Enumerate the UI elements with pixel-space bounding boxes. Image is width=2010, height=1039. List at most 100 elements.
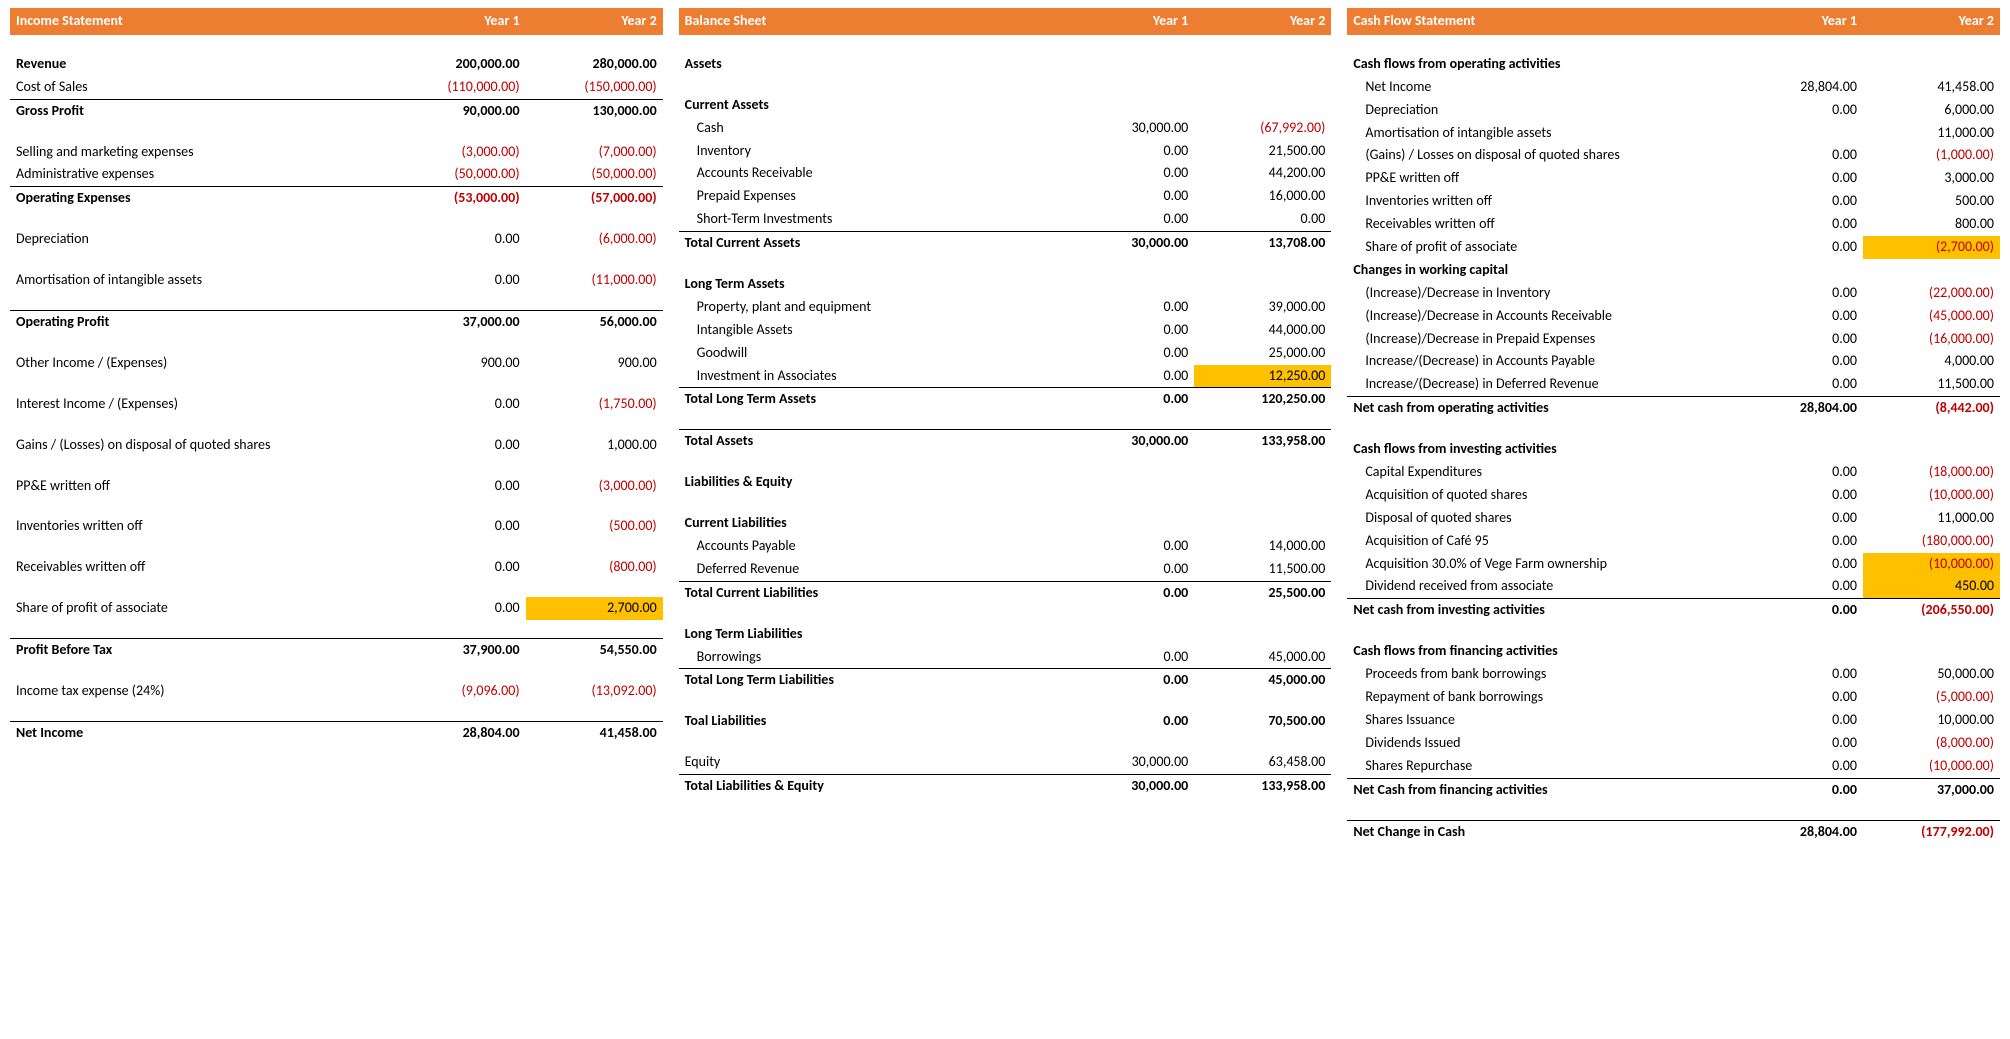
income-row: Receivables written off0.00(800.00) bbox=[10, 556, 663, 579]
balance-row bbox=[679, 35, 1332, 53]
cashflow-year2-value: 11,500.00 bbox=[1863, 373, 2000, 396]
cashflow-year1-value: 28,804.00 bbox=[1726, 820, 1863, 843]
cashflow-label: Changes in working capital bbox=[1347, 259, 1726, 282]
cashflow-year1-value: 0.00 bbox=[1726, 484, 1863, 507]
cashflow-year2-value: (8,442.00) bbox=[1863, 397, 2000, 420]
balance-year2-value: 133,958.00 bbox=[1194, 430, 1331, 453]
cashflow-title: Cash Flow Statement bbox=[1347, 8, 1726, 35]
cashflow-year1-value bbox=[1726, 259, 1863, 282]
income-label: Interest Income / (Expenses) bbox=[10, 393, 389, 416]
income-label: Selling and marketing expenses bbox=[10, 141, 389, 164]
income-row: PP&E written off0.00(3,000.00) bbox=[10, 475, 663, 498]
cashflow-label: Depreciation bbox=[1347, 99, 1726, 122]
income-row bbox=[10, 662, 663, 680]
balance-row: Accounts Payable0.0014,000.00 bbox=[679, 535, 1332, 558]
cashflow-year1-value: 0.00 bbox=[1726, 507, 1863, 530]
balance-label: Inventory bbox=[679, 140, 1058, 163]
cashflow-year2-value: (10,000.00) bbox=[1863, 755, 2000, 778]
balance-row bbox=[679, 453, 1332, 471]
income-label: Other Income / (Expenses) bbox=[10, 352, 389, 375]
income-row: Other Income / (Expenses)900.00900.00 bbox=[10, 352, 663, 375]
balance-label: Current Assets bbox=[679, 94, 1058, 117]
balance-year1-value: 30,000.00 bbox=[1057, 430, 1194, 453]
cashflow-year2-value: (10,000.00) bbox=[1863, 484, 2000, 507]
cashflow-row bbox=[1347, 802, 2000, 821]
cashflow-year2-value: (10,000.00) bbox=[1863, 553, 2000, 576]
income-year1: Year 1 bbox=[389, 8, 526, 35]
cashflow-row: Disposal of quoted shares0.0011,000.00 bbox=[1347, 507, 2000, 530]
balance-row: Investment in Associates0.0012,250.00 bbox=[679, 365, 1332, 388]
balance-label: Goodwill bbox=[679, 342, 1058, 365]
cashflow-row: (Increase)/Decrease in Prepaid Expenses0… bbox=[1347, 328, 2000, 351]
cashflow-row: Cash flows from operating activities bbox=[1347, 53, 2000, 76]
income-row: Cost of Sales(110,000.00)(150,000.00) bbox=[10, 76, 663, 99]
balance-year2-value: 0.00 bbox=[1194, 208, 1331, 231]
income-row: Depreciation0.00(6,000.00) bbox=[10, 228, 663, 251]
cashflow-year1-value bbox=[1726, 53, 1863, 76]
income-row bbox=[10, 538, 663, 556]
income-year2-value: 280,000.00 bbox=[526, 53, 663, 76]
balance-year1-value bbox=[1057, 94, 1194, 117]
cashflow-label: Cash flows from operating activities bbox=[1347, 53, 1726, 76]
income-row: Amortisation of intangible assets0.00(11… bbox=[10, 269, 663, 292]
cashflow-year1: Year 1 bbox=[1726, 8, 1863, 35]
income-year1-value: (3,000.00) bbox=[389, 141, 526, 164]
income-year2-value: (50,000.00) bbox=[526, 163, 663, 186]
cashflow-row: Net cash from investing activities0.00(2… bbox=[1347, 599, 2000, 622]
balance-year2-value bbox=[1194, 273, 1331, 296]
cashflow-row: (Increase)/Decrease in Inventory0.00(22,… bbox=[1347, 282, 2000, 305]
income-row: Operating Profit37,000.0056,000.00 bbox=[10, 311, 663, 334]
cashflow-year1-value: 0.00 bbox=[1726, 663, 1863, 686]
income-row: Selling and marketing expenses(3,000.00)… bbox=[10, 141, 663, 164]
balance-year2-value: 11,500.00 bbox=[1194, 558, 1331, 581]
balance-year1-value bbox=[1057, 273, 1194, 296]
balance-label: Deferred Revenue bbox=[679, 558, 1058, 581]
cashflow-year2-value: (1,000.00) bbox=[1863, 144, 2000, 167]
income-year2-value: 56,000.00 bbox=[526, 311, 663, 334]
cashflow-year2-value: 450.00 bbox=[1863, 575, 2000, 598]
cashflow-row: Cash flows from investing activities bbox=[1347, 438, 2000, 461]
cashflow-year2-value: 3,000.00 bbox=[1863, 167, 2000, 190]
cashflow-year1-value: 0.00 bbox=[1726, 732, 1863, 755]
income-row bbox=[10, 620, 663, 639]
income-label: Net Income bbox=[10, 721, 389, 744]
balance-label: Long Term Liabilities bbox=[679, 623, 1058, 646]
balance-label: Total Long Term Liabilities bbox=[679, 669, 1058, 692]
income-row bbox=[10, 416, 663, 434]
balance-year2-value: 13,708.00 bbox=[1194, 232, 1331, 255]
cashflow-row: Capital Expenditures0.00(18,000.00) bbox=[1347, 461, 2000, 484]
income-year1-value: (110,000.00) bbox=[389, 76, 526, 99]
income-label: Depreciation bbox=[10, 228, 389, 251]
income-year2-value: (6,000.00) bbox=[526, 228, 663, 251]
balance-year1-value: 0.00 bbox=[1057, 140, 1194, 163]
balance-year1-value: 0.00 bbox=[1057, 388, 1194, 411]
balance-year2-value: 133,958.00 bbox=[1194, 775, 1331, 798]
cashflow-year2-value bbox=[1863, 53, 2000, 76]
cashflow-row bbox=[1347, 420, 2000, 438]
cashflow-year2-value: (16,000.00) bbox=[1863, 328, 2000, 351]
cashflow-label: Disposal of quoted shares bbox=[1347, 507, 1726, 530]
income-row bbox=[10, 334, 663, 352]
income-year1-value: 200,000.00 bbox=[389, 53, 526, 76]
cashflow-row: Cash flows from financing activities bbox=[1347, 640, 2000, 663]
cashflow-label: Capital Expenditures bbox=[1347, 461, 1726, 484]
balance-year2-value: 63,458.00 bbox=[1194, 751, 1331, 774]
cashflow-year2-value: (5,000.00) bbox=[1863, 686, 2000, 709]
cashflow-label: Dividend received from associate bbox=[1347, 575, 1726, 598]
cashflow-label: (Increase)/Decrease in Accounts Receivab… bbox=[1347, 305, 1726, 328]
balance-year2-value bbox=[1194, 471, 1331, 494]
balance-year1-value: 30,000.00 bbox=[1057, 117, 1194, 140]
cashflow-year2-value bbox=[1863, 438, 2000, 461]
income-row: Inventories written off0.00(500.00) bbox=[10, 515, 663, 538]
balance-year1-value: 0.00 bbox=[1057, 581, 1194, 604]
cashflow-year2-value: 50,000.00 bbox=[1863, 663, 2000, 686]
cashflow-row: Amortisation of intangible assets11,000.… bbox=[1347, 122, 2000, 145]
income-row: Revenue200,000.00280,000.00 bbox=[10, 53, 663, 76]
income-row bbox=[10, 579, 663, 597]
income-year1-value: 900.00 bbox=[389, 352, 526, 375]
income-year1-value: 0.00 bbox=[389, 228, 526, 251]
cashflow-year1-value: 0.00 bbox=[1726, 553, 1863, 576]
balance-year2-value: 120,250.00 bbox=[1194, 388, 1331, 411]
balance-label: Intangible Assets bbox=[679, 319, 1058, 342]
cashflow-row: Increase/(Decrease) in Accounts Payable0… bbox=[1347, 350, 2000, 373]
